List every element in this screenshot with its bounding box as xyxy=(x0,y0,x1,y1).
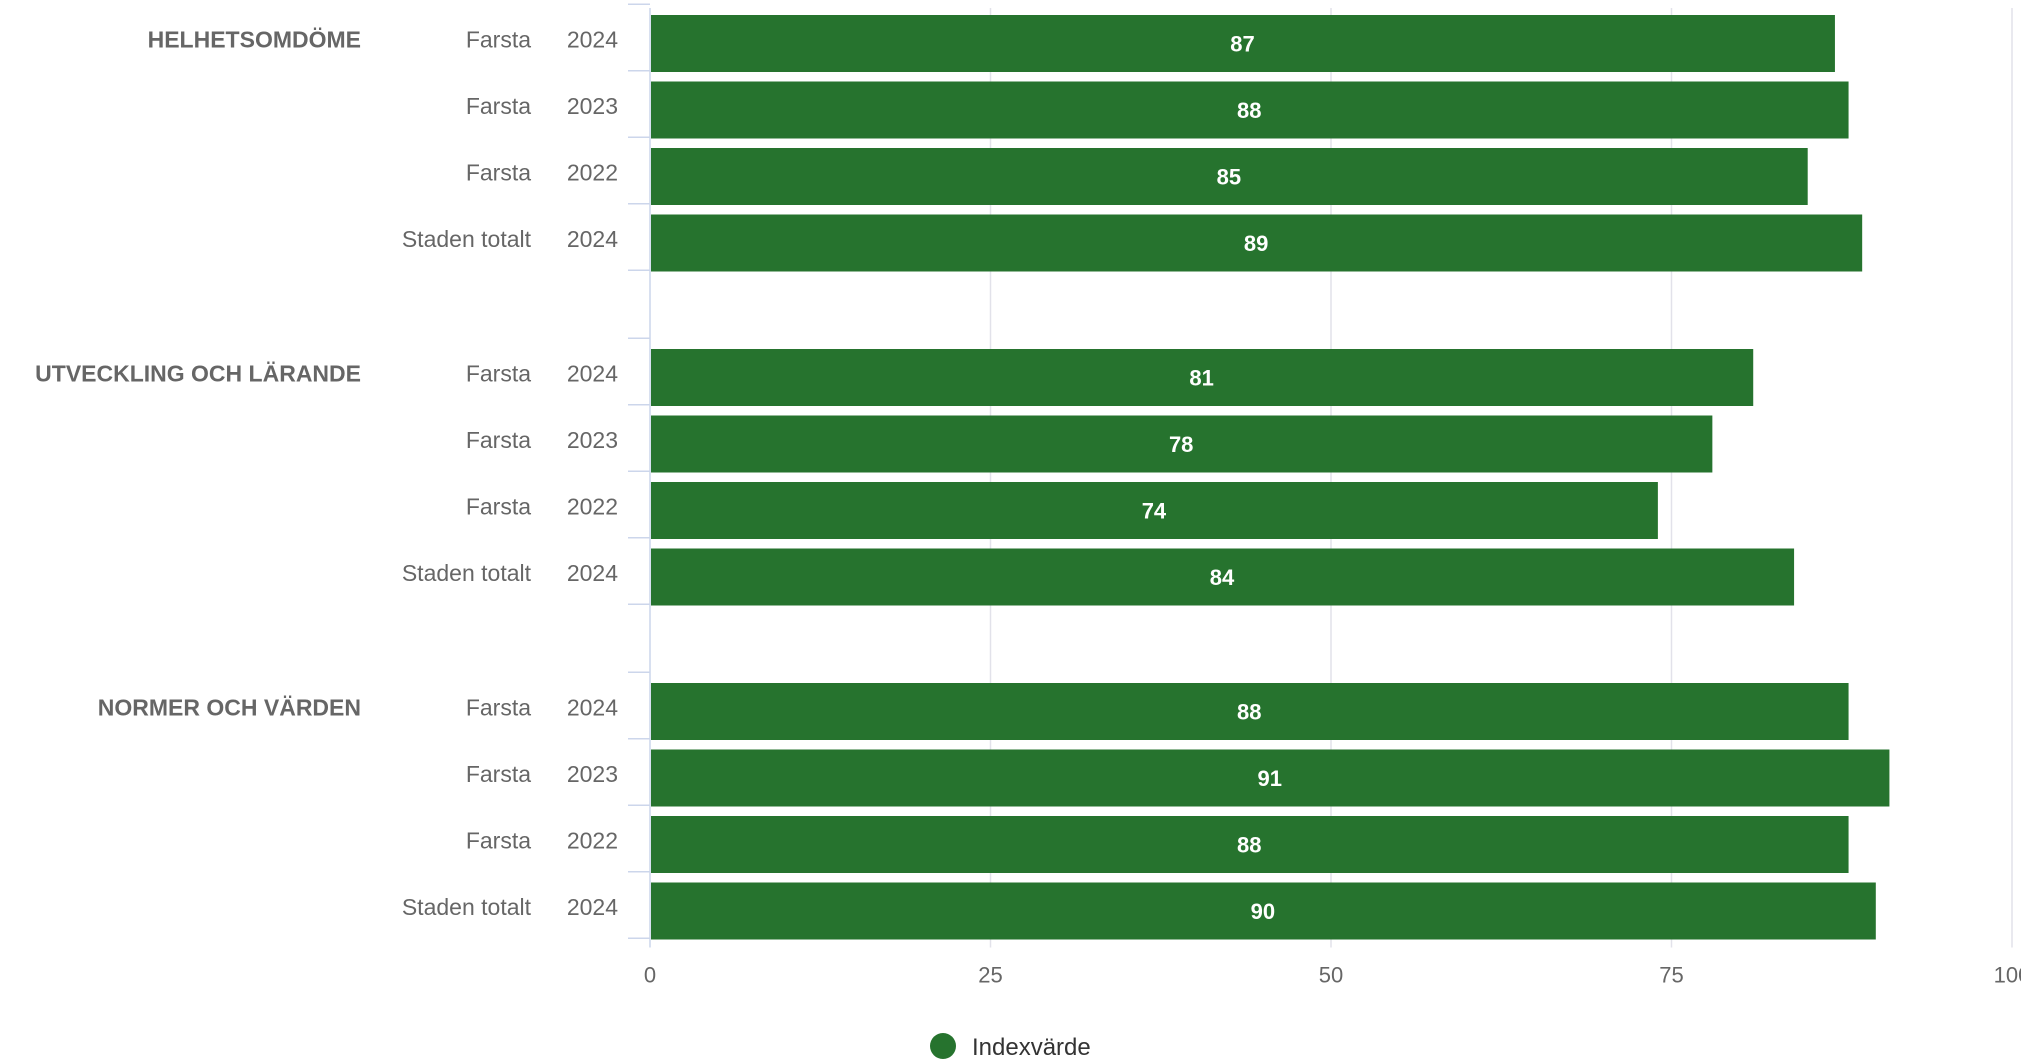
row-label-unit: Staden totalt xyxy=(402,560,532,586)
data-label: 74 xyxy=(1142,499,1167,524)
data-label: 88 xyxy=(1237,98,1261,123)
row-label-unit: Staden totalt xyxy=(402,894,532,920)
legend[interactable]: Indexvärde xyxy=(930,1033,1091,1061)
row-label-unit: Farsta xyxy=(466,160,531,186)
row-label-unit: Farsta xyxy=(466,761,531,787)
row-label-unit: Farsta xyxy=(466,93,531,119)
row-label-year: 2024 xyxy=(567,695,618,721)
x-tick-label: 100 xyxy=(1994,963,2021,988)
data-label: 88 xyxy=(1237,700,1261,725)
data-label: 88 xyxy=(1237,833,1261,858)
row-label-year: 2022 xyxy=(567,494,618,520)
data-label: 90 xyxy=(1251,899,1275,924)
row-label-year: 2024 xyxy=(567,226,618,252)
data-label: 89 xyxy=(1244,231,1268,256)
group-label: HELHETSOMDÖME xyxy=(148,27,361,53)
group-label: NORMER OCH VÄRDEN xyxy=(98,695,361,721)
row-label-unit: Farsta xyxy=(466,828,531,854)
row-label-unit: Farsta xyxy=(466,361,531,387)
bar xyxy=(651,81,1849,139)
bar xyxy=(651,214,1863,272)
axis-layer: 0 25 50 75 100 xyxy=(628,3,2021,988)
bar xyxy=(651,683,1849,740)
row-label-year: 2023 xyxy=(567,761,618,787)
x-tick-label: 75 xyxy=(1659,963,1683,988)
row-label-unit: Farsta xyxy=(466,494,531,520)
legend-label-indexvarde[interactable]: Indexvärde xyxy=(972,1034,1091,1061)
bar xyxy=(651,882,1876,940)
row-label-unit: Farsta xyxy=(466,27,531,53)
row-label-unit: Staden totalt xyxy=(402,226,532,252)
bar xyxy=(651,749,1890,807)
data-label: 84 xyxy=(1210,565,1235,590)
row-label-year: 2024 xyxy=(567,894,618,920)
bar xyxy=(651,816,1849,873)
row-label-year: 2024 xyxy=(567,27,618,53)
bar xyxy=(651,15,1835,72)
label-layer: 87 Farsta 2024 HELHETSOMDÖME 88 Farsta 2023 85 F… xyxy=(35,27,1282,925)
row-label-year: 2024 xyxy=(567,560,618,586)
data-label: 81 xyxy=(1189,366,1213,391)
bar xyxy=(651,349,1754,406)
bar xyxy=(651,415,1713,473)
row-label-year: 2023 xyxy=(567,427,618,453)
bar xyxy=(651,482,1658,539)
row-label-year: 2023 xyxy=(567,93,618,119)
bar-layer xyxy=(651,15,1890,940)
data-label: 87 xyxy=(1230,32,1254,57)
data-label: 85 xyxy=(1217,165,1241,190)
row-label-year: 2022 xyxy=(567,828,618,854)
data-label: 78 xyxy=(1169,432,1193,457)
row-label-unit: Farsta xyxy=(466,427,531,453)
group-label: UTVECKLING OCH LÄRANDE xyxy=(35,361,361,387)
row-label-year: 2024 xyxy=(567,361,618,387)
legend-swatch-indexvarde[interactable] xyxy=(930,1033,956,1059)
data-label: 91 xyxy=(1257,766,1281,791)
x-tick-label: 50 xyxy=(1319,963,1343,988)
x-tick-label: 25 xyxy=(978,963,1002,988)
bar xyxy=(651,548,1795,606)
row-label-unit: Farsta xyxy=(466,695,531,721)
x-tick-label: 0 xyxy=(644,963,656,988)
bar xyxy=(651,148,1808,205)
row-label-year: 2022 xyxy=(567,160,618,186)
